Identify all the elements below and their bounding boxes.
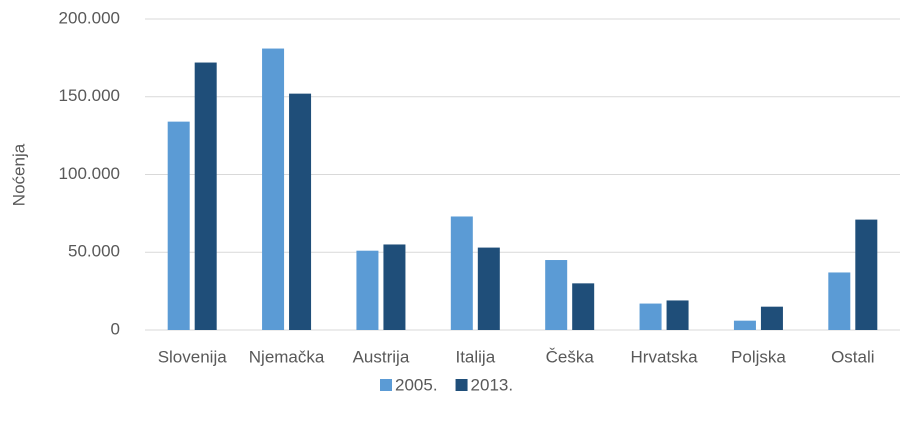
bar xyxy=(855,219,878,330)
x-tick-label: Češka xyxy=(546,347,595,366)
x-tick-label: Njemačka xyxy=(249,347,325,366)
x-tick-label: Slovenija xyxy=(158,347,228,366)
y-tick-label: 200.000 xyxy=(59,8,120,27)
bar xyxy=(733,320,756,330)
bar xyxy=(828,272,851,330)
x-tick-label: Austrija xyxy=(353,347,410,366)
bar xyxy=(545,260,568,330)
y-tick-label: 0 xyxy=(111,319,120,338)
bar xyxy=(639,303,662,330)
x-tick-label: Italija xyxy=(455,347,495,366)
bar xyxy=(356,250,379,330)
bar xyxy=(760,306,783,330)
x-tick-label: Hrvatska xyxy=(631,347,699,366)
bar xyxy=(572,283,595,330)
bar xyxy=(194,62,217,330)
bar xyxy=(289,93,312,330)
y-tick-label: 50.000 xyxy=(68,242,120,261)
y-axis-title: Noćenja xyxy=(9,143,28,206)
x-tick-label: Ostali xyxy=(831,347,874,366)
y-tick-label: 150.000 xyxy=(59,86,120,105)
legend-label: 2013. xyxy=(471,375,514,394)
y-tick-label: 100.000 xyxy=(59,164,120,183)
bar xyxy=(167,121,190,330)
legend-label: 2005. xyxy=(395,375,438,394)
bar xyxy=(477,247,500,330)
bar xyxy=(450,216,473,330)
bar xyxy=(666,300,689,330)
legend-swatch xyxy=(455,379,468,391)
legend-swatch xyxy=(380,379,392,391)
bar xyxy=(262,48,285,331)
x-tick-label: Poljska xyxy=(731,347,786,366)
bar xyxy=(383,244,406,330)
